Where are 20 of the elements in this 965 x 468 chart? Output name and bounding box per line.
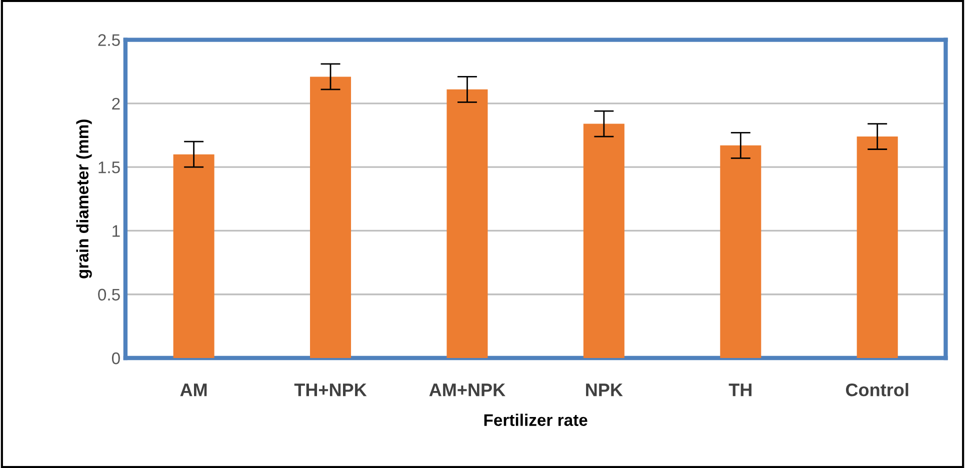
bar: [856, 136, 898, 358]
y-axis-title: grain diameter (mm): [76, 120, 92, 278]
x-tick-label: AM+NPK: [429, 384, 506, 396]
y-tick-label: 2: [112, 98, 120, 110]
y-tick-label: 1.5: [98, 162, 120, 174]
bar: [583, 124, 624, 358]
bar: [310, 76, 352, 358]
x-axis-title: Fertilizer rate: [484, 414, 588, 426]
y-tick-label: 1: [112, 225, 120, 237]
x-tick-label: TH+NPK: [294, 384, 367, 396]
x-tick-label: NPK: [586, 384, 623, 396]
y-tick-label: 0: [112, 352, 120, 364]
bar: [446, 89, 488, 358]
y-tick-label: 2.5: [98, 34, 120, 46]
x-tick-label: AM: [180, 384, 207, 396]
bar: [173, 154, 214, 358]
bar: [720, 145, 762, 358]
x-tick-label: TH: [728, 384, 752, 396]
x-tick-label: Control: [846, 383, 908, 396]
y-tick-label: 0.5: [98, 288, 120, 301]
